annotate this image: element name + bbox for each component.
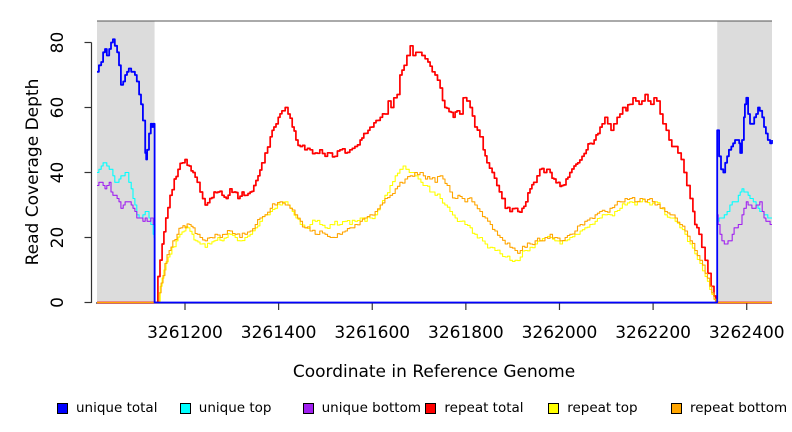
x-tick-label: 3262000	[522, 323, 598, 343]
legend-label: repeat top	[567, 400, 638, 416]
x-tick-label: 3262400	[709, 323, 785, 343]
legend-label: unique top	[198, 400, 272, 416]
y-tick-label: 0	[48, 297, 68, 308]
x-tick-label: 3261200	[147, 323, 223, 343]
series-line-unique-total	[97, 38, 773, 304]
legend-label: unique total	[76, 400, 158, 416]
legend-label: repeat bottom	[690, 400, 788, 416]
legend-item-unique-bottom: unique bottom	[302, 398, 422, 418]
x-tick-label: 3261400	[241, 323, 317, 343]
series-line-repeat-bottom	[97, 171, 772, 304]
legend-item-repeat-top: repeat top	[548, 398, 638, 418]
legend-label: unique bottom	[321, 400, 422, 416]
legend-swatch-repeat-total	[425, 402, 437, 414]
legend-item-unique-total: unique total	[57, 398, 157, 418]
legend-swatch-unique-bottom	[302, 402, 314, 414]
legend-swatch-unique-total	[57, 402, 68, 414]
series-line-repeat-total	[97, 44, 772, 304]
x-tick-label: 3262200	[615, 323, 691, 343]
legend-swatch-repeat-bottom	[671, 402, 682, 414]
legend-item-repeat-bottom: repeat bottom	[671, 398, 787, 418]
x-tick-label: 3261800	[428, 323, 504, 343]
x-axis-title: Coordinate in Reference Genome	[292, 362, 576, 382]
y-tick-label: 20	[48, 227, 68, 249]
legend: unique total unique top unique bottom repea…	[0, 398, 792, 420]
legend-swatch-unique-top	[179, 402, 191, 414]
series-line-unique-top	[97, 162, 772, 304]
legend-item-unique-top: unique top	[179, 398, 272, 418]
legend-item-repeat-total: repeat total	[425, 398, 524, 418]
y-tick-label: 80	[48, 32, 68, 54]
legend-swatch-repeat-top	[548, 402, 560, 414]
y-tick-label: 60	[48, 97, 68, 119]
shaded-region-0	[97, 21, 155, 303]
y-axis-title: Read Coverage Depth	[23, 78, 43, 266]
x-tick-label: 3261600	[334, 323, 410, 343]
legend-label: repeat total	[444, 400, 524, 416]
y-tick-label: 40	[48, 162, 68, 184]
